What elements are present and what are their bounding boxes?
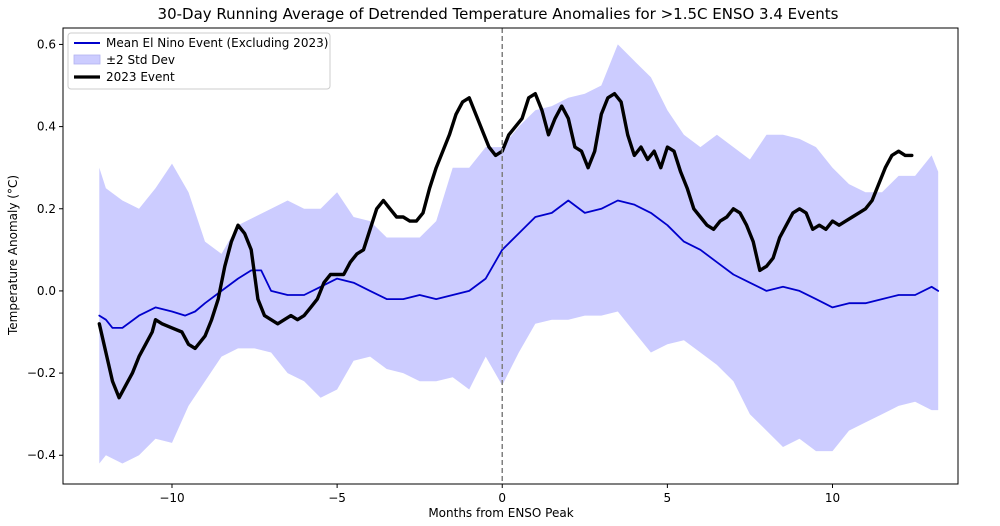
std-dev-band [99, 44, 939, 464]
y-tick-label: 0.6 [37, 37, 56, 51]
legend-2023-label: 2023 Event [106, 70, 175, 84]
chart-title: 30-Day Running Average of Detrended Temp… [158, 5, 839, 23]
y-tick-label: −0.4 [27, 448, 56, 462]
y-tick-label: −0.2 [27, 366, 56, 380]
series-line-layer [97, 92, 940, 400]
legend-box [67, 32, 331, 90]
x-tick-label: −5 [328, 491, 346, 505]
x-tick-label: −10 [159, 491, 184, 505]
legend-mean-label: Mean El Nino Event (Excluding 2023) [106, 36, 328, 50]
y-tick-label: 0.0 [37, 284, 56, 298]
y-axis-ticks: −0.4 −0.2 0.0 0.2 0.4 0.6 [27, 37, 63, 462]
x-axis-label: Months from ENSO Peak [428, 506, 573, 520]
legend: Mean El Nino Event (Excluding 2023) ±2 S… [67, 32, 331, 90]
plot-frame [62, 27, 959, 485]
x-tick-label: 5 [664, 491, 672, 505]
event-2023-line [97, 92, 914, 400]
mean-el-nino-line [98, 199, 940, 329]
x-tick-label: 0 [498, 491, 506, 505]
legend-band-label: ±2 Std Dev [106, 53, 175, 67]
x-tick-label: 10 [825, 491, 840, 505]
x-axis-ticks: −10 −5 0 5 10 [159, 484, 840, 505]
legend-band-swatch [73, 54, 101, 65]
y-tick-label: 0.2 [37, 202, 56, 216]
y-tick-label: 0.4 [37, 120, 56, 134]
y-axis-label: Temperature Anomaly (°C) [6, 175, 20, 336]
plot-area [97, 28, 940, 484]
std-dev-band-layer [99, 44, 939, 464]
